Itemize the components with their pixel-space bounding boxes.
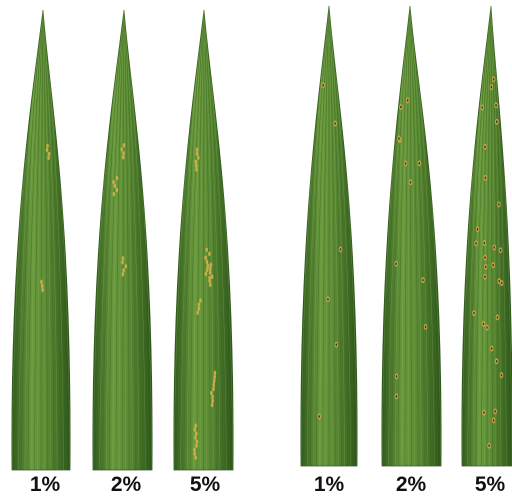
spot-leaf-3 <box>461 5 512 467</box>
stripe-leaf-2 <box>92 9 153 471</box>
lesions <box>472 76 504 449</box>
spot-leaf-2 <box>381 5 442 467</box>
lesions <box>394 97 428 400</box>
leaf-label-stripe-3: 5% <box>189 473 221 496</box>
lesions <box>112 143 128 277</box>
leaf-label-stripe-1: 1% <box>29 473 61 496</box>
lesions <box>193 147 217 460</box>
stripe-leaf-1 <box>11 9 71 471</box>
spot-leaf-1 <box>300 5 358 467</box>
leaf-label-spot-2: 2% <box>395 473 427 496</box>
leaf-label-stripe-2: 2% <box>110 473 142 496</box>
leaf-label-spot-1: 1% <box>313 473 345 496</box>
leaf-label-spot-3: 5% <box>474 473 506 496</box>
leaf-veins <box>300 6 358 466</box>
stripe-leaf-3 <box>173 9 234 471</box>
lesions <box>40 143 51 293</box>
lesions <box>317 82 343 420</box>
